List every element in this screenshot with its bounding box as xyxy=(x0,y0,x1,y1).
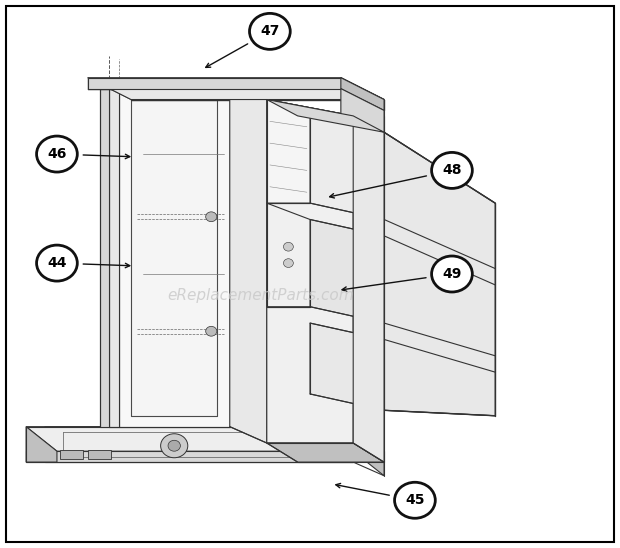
Bar xyxy=(88,449,111,459)
Polygon shape xyxy=(26,427,57,462)
Text: 46: 46 xyxy=(47,147,66,161)
Circle shape xyxy=(37,245,78,281)
Polygon shape xyxy=(45,427,384,451)
Text: 45: 45 xyxy=(405,493,425,507)
Polygon shape xyxy=(131,100,218,416)
Polygon shape xyxy=(310,220,384,323)
Polygon shape xyxy=(384,132,495,416)
Polygon shape xyxy=(267,100,310,203)
Polygon shape xyxy=(353,451,384,476)
Circle shape xyxy=(283,259,293,267)
Polygon shape xyxy=(341,78,384,111)
Polygon shape xyxy=(109,89,118,427)
Circle shape xyxy=(283,242,293,251)
Polygon shape xyxy=(267,443,384,462)
Polygon shape xyxy=(88,78,341,89)
Polygon shape xyxy=(267,203,310,307)
Polygon shape xyxy=(310,116,384,220)
Circle shape xyxy=(394,482,435,518)
Circle shape xyxy=(206,327,217,336)
Circle shape xyxy=(432,152,472,189)
Polygon shape xyxy=(26,451,353,462)
Polygon shape xyxy=(353,116,384,462)
Polygon shape xyxy=(267,100,353,443)
Text: 44: 44 xyxy=(47,256,67,270)
Polygon shape xyxy=(26,427,384,451)
Polygon shape xyxy=(88,78,384,100)
Text: eReplacementParts.com: eReplacementParts.com xyxy=(167,288,354,303)
Circle shape xyxy=(37,136,78,172)
Text: 49: 49 xyxy=(442,267,462,281)
Text: 47: 47 xyxy=(260,24,280,38)
Circle shape xyxy=(206,212,217,221)
Circle shape xyxy=(161,434,188,458)
Bar xyxy=(60,449,84,459)
Polygon shape xyxy=(45,451,353,462)
Polygon shape xyxy=(230,89,267,443)
Polygon shape xyxy=(267,100,384,132)
Text: 48: 48 xyxy=(442,163,462,178)
Polygon shape xyxy=(341,89,384,132)
Polygon shape xyxy=(100,89,109,427)
Circle shape xyxy=(249,13,290,49)
Polygon shape xyxy=(45,427,353,451)
Circle shape xyxy=(432,256,472,292)
Circle shape xyxy=(168,440,180,451)
Polygon shape xyxy=(310,323,384,410)
Polygon shape xyxy=(118,89,230,427)
